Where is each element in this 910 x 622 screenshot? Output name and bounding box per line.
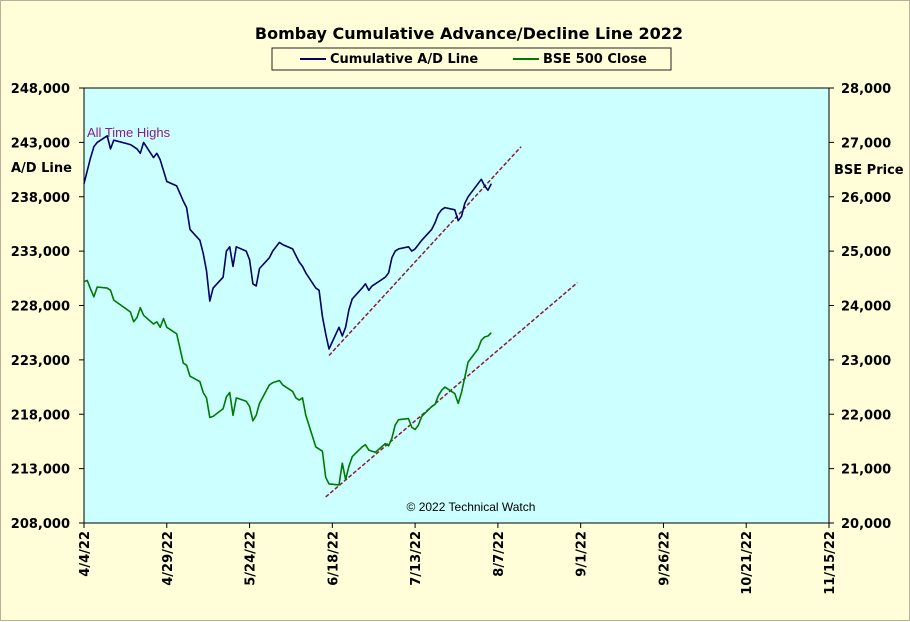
x-tick-label: 9/1/22: [575, 531, 590, 577]
y-left-ticks: 248,000 243,000 238,000 233,000 228,000 223,0…: [11, 82, 84, 532]
y-right-axis-title: BSE Price: [834, 163, 904, 178]
all-time-highs-annotation: All Time Highs: [87, 125, 171, 140]
y-left-tick-label: 213,000: [11, 463, 70, 478]
x-tick-label: 10/21/22: [740, 531, 755, 595]
series-layer: [83, 135, 493, 486]
x-tick-label: 9/26/22: [657, 531, 672, 586]
x-tick-label: 11/15/22: [823, 531, 838, 595]
trendline-left: [328, 146, 522, 357]
y-left-tick-label: 248,000: [11, 82, 70, 97]
y-left-axis-title: A/D Line: [11, 161, 72, 176]
x-tick-label: 7/13/22: [409, 531, 424, 586]
y-right-tick-label: 22,000: [841, 408, 891, 423]
plot-area: [83, 87, 830, 524]
y-left-tick-label: 223,000: [11, 354, 70, 369]
legend-box: [271, 47, 672, 71]
y-left-tick-label: 228,000: [11, 300, 70, 315]
y-right-ticks: 28,000 27,000 26,000 25,000 24,000 23,000 22,0…: [829, 82, 891, 532]
x-tick-label: 5/24/22: [244, 531, 259, 586]
x-tick-label: 4/4/22: [78, 531, 93, 577]
ad-line-series: [83, 135, 493, 350]
legend-label-ad-line: Cumulative A/D Line: [330, 52, 478, 67]
copyright-note: © 2022 Technical Watch: [407, 500, 536, 514]
x-ticks: 4/4/22 4/29/22 5/24/22 6/18/22 7/13/22 8/7/22…: [78, 523, 838, 595]
bse-500-series: [83, 279, 492, 486]
x-tick-label: 4/29/22: [161, 531, 176, 586]
legend-label-bse: BSE 500 Close: [543, 52, 647, 67]
y-right-tick-label: 25,000: [841, 245, 891, 260]
y-left-tick-label: 208,000: [11, 517, 70, 532]
legend: Cumulative A/D Line BSE 500 Close: [271, 47, 672, 71]
chart-title: Bombay Cumulative Advance/Decline Line 2…: [255, 24, 683, 43]
y-right-tick-label: 27,000: [841, 136, 891, 151]
y-right-tick-label: 24,000: [841, 300, 891, 315]
trendlines: [325, 146, 578, 498]
y-right-tick-label: 26,000: [841, 191, 891, 206]
y-right-tick-label: 28,000: [841, 82, 891, 97]
x-tick-label: 6/18/22: [326, 531, 341, 586]
y-left-tick-label: 233,000: [11, 245, 70, 260]
trendline-right: [325, 282, 578, 498]
x-tick-label: 8/7/22: [492, 531, 507, 577]
y-left-tick-label: 238,000: [11, 191, 70, 206]
y-left-tick-label: 243,000: [11, 136, 70, 151]
y-right-tick-label: 21,000: [841, 463, 891, 478]
y-left-tick-label: 218,000: [11, 408, 70, 423]
y-right-tick-label: 20,000: [841, 517, 891, 532]
y-right-tick-label: 23,000: [841, 354, 891, 369]
